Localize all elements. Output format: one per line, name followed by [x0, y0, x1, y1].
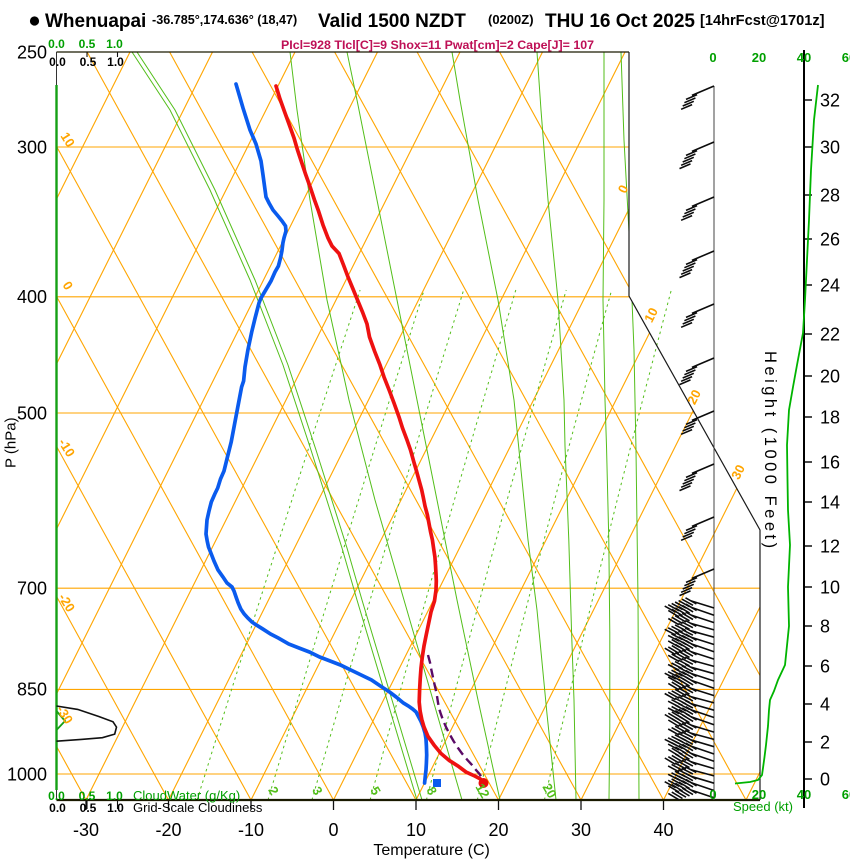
svg-text:26: 26: [820, 229, 840, 249]
svg-text:32: 32: [820, 90, 840, 110]
svg-text:1000: 1000: [7, 764, 47, 784]
svg-text:PIcl=928 TIcl[C]=9 Shox=11 Pwa: PIcl=928 TIcl[C]=9 Shox=11 Pwat[cm]=2 Ca…: [281, 38, 594, 52]
svg-text:P (hPa): P (hPa): [3, 417, 20, 468]
svg-text:20: 20: [684, 387, 704, 407]
svg-text:10: 10: [641, 305, 661, 325]
svg-text:0: 0: [709, 787, 716, 802]
svg-text:20: 20: [752, 787, 766, 802]
svg-text:500: 500: [17, 403, 47, 423]
svg-text:0.0: 0.0: [48, 789, 65, 803]
svg-text:400: 400: [17, 287, 47, 307]
svg-text:0.0: 0.0: [49, 801, 66, 815]
svg-text:Height (1000 Feet): Height (1000 Feet): [761, 351, 779, 552]
svg-text:300: 300: [17, 137, 47, 157]
svg-text:0.5: 0.5: [80, 801, 97, 815]
svg-text:20: 20: [540, 781, 560, 801]
svg-text:14: 14: [820, 492, 840, 512]
svg-text:0.0: 0.0: [48, 37, 65, 51]
svg-text:60: 60: [842, 787, 850, 802]
svg-text:Temperature (C): Temperature (C): [373, 842, 489, 859]
svg-text:20: 20: [752, 50, 766, 65]
svg-text:28: 28: [820, 185, 840, 205]
svg-text:0.0: 0.0: [49, 55, 66, 69]
svg-text:20: 20: [488, 820, 508, 840]
svg-text:16: 16: [820, 452, 840, 472]
svg-text:24: 24: [820, 275, 840, 295]
svg-text:-10: -10: [238, 820, 264, 840]
svg-text:700: 700: [17, 579, 47, 599]
svg-text:40: 40: [797, 787, 811, 802]
svg-text:30: 30: [820, 137, 840, 157]
svg-text:850: 850: [17, 680, 47, 700]
svg-text:CloudWater (g/Kg): CloudWater (g/Kg): [133, 788, 240, 803]
svg-text:Valid 1500 NZDT: Valid 1500 NZDT: [318, 11, 466, 32]
svg-text:(0200Z): (0200Z): [488, 12, 534, 27]
svg-text:12: 12: [820, 536, 840, 556]
svg-text:40: 40: [653, 820, 673, 840]
svg-text:40: 40: [797, 50, 811, 65]
svg-text:Whenuapai: Whenuapai: [45, 11, 146, 32]
svg-text:-20: -20: [155, 820, 181, 840]
svg-text:0: 0: [328, 820, 338, 840]
svg-text:10: 10: [58, 130, 78, 150]
svg-text:60: 60: [842, 50, 850, 65]
svg-text:12: 12: [473, 781, 493, 801]
svg-text:Speed (kt): Speed (kt): [733, 799, 793, 814]
svg-text:1.0: 1.0: [106, 789, 123, 803]
svg-text:18: 18: [820, 407, 840, 427]
svg-text:0.5: 0.5: [79, 37, 96, 51]
svg-text:[14hrFcst@1701z]: [14hrFcst@1701z]: [700, 13, 825, 29]
svg-text:4: 4: [820, 694, 830, 714]
svg-text:0: 0: [709, 50, 716, 65]
svg-text:6: 6: [820, 656, 830, 676]
svg-text:30: 30: [571, 820, 591, 840]
svg-text:250: 250: [17, 42, 47, 62]
svg-text:-30: -30: [73, 820, 99, 840]
svg-text:0.5: 0.5: [80, 55, 97, 69]
svg-text:20: 20: [820, 366, 840, 386]
svg-text:30: 30: [728, 462, 748, 482]
svg-text:1.0: 1.0: [106, 37, 123, 51]
svg-text:10: 10: [820, 577, 840, 597]
svg-text:10: 10: [406, 820, 426, 840]
svg-text:1.0: 1.0: [107, 801, 124, 815]
svg-text:THU 16 Oct 2025: THU 16 Oct 2025: [545, 11, 695, 32]
svg-text:0: 0: [820, 769, 830, 789]
svg-text:2: 2: [820, 732, 830, 752]
svg-text:-36.785°,174.636° (18,47): -36.785°,174.636° (18,47): [152, 13, 297, 27]
svg-text:0.5: 0.5: [79, 789, 96, 803]
svg-text:Grid-Scale Cloudiness: Grid-Scale Cloudiness: [133, 800, 263, 815]
svg-text:1.0: 1.0: [107, 55, 124, 69]
svg-text:22: 22: [820, 324, 840, 344]
svg-text:8: 8: [820, 616, 830, 636]
